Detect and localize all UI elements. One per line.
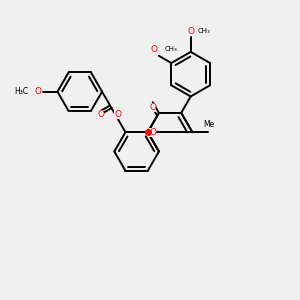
Text: CH₃: CH₃ bbox=[165, 46, 178, 52]
Text: O: O bbox=[151, 45, 158, 54]
Text: Me: Me bbox=[203, 120, 214, 129]
Text: O: O bbox=[98, 110, 104, 119]
Text: H₃C: H₃C bbox=[15, 87, 29, 96]
Text: O: O bbox=[187, 27, 194, 36]
Text: O: O bbox=[149, 128, 156, 137]
Text: O: O bbox=[114, 110, 121, 119]
Text: CH₃: CH₃ bbox=[198, 28, 211, 34]
Text: O: O bbox=[149, 103, 156, 112]
Text: O: O bbox=[34, 87, 41, 96]
